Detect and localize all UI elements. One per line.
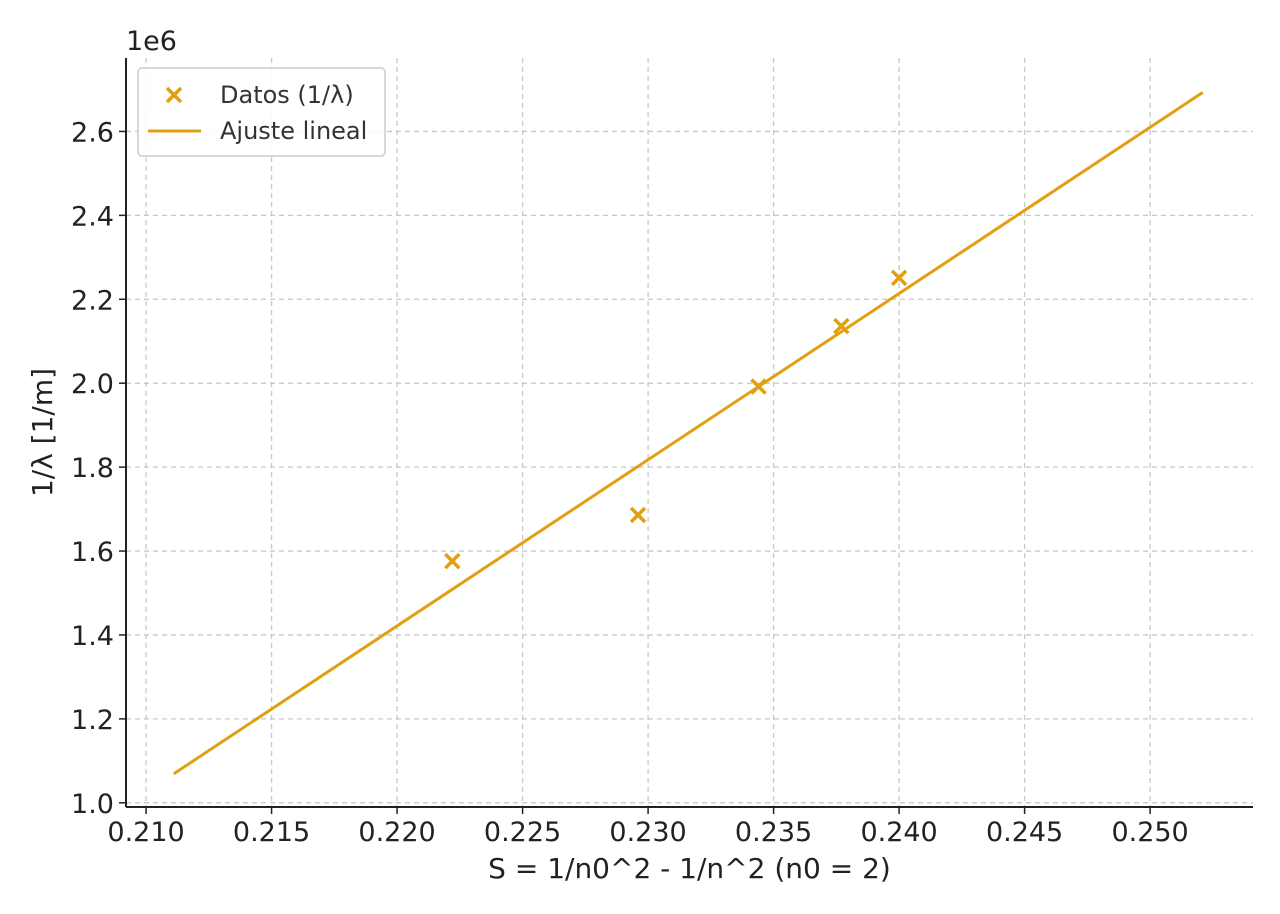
x-tick-label-0: 0.210 <box>107 817 184 848</box>
data-point-4 <box>890 269 908 287</box>
legend-marker-datos <box>165 86 183 104</box>
data-point-4-stroke-b <box>890 269 908 287</box>
legend-box <box>137 67 386 157</box>
y-tick-label-3: 1.6 <box>71 537 114 568</box>
y-ticks: 1.0 1.2 1.4 1.6 1.8 2.0 2.2 2.4 2.6 <box>71 117 126 820</box>
y-tick-label-4: 1.8 <box>71 453 114 484</box>
x-tick-label-1: 0.215 <box>233 817 310 848</box>
y-scale-label: 1e6 <box>126 26 177 57</box>
y-tick-label-1: 1.2 <box>71 705 114 736</box>
fit-line <box>172 91 1204 776</box>
x-tick-label-4: 0.230 <box>609 817 686 848</box>
x-tick-label-5: 0.235 <box>735 817 812 848</box>
grid-lines <box>126 58 1253 807</box>
x-tick-label-3: 0.225 <box>484 817 561 848</box>
data-point-0 <box>444 552 461 570</box>
data-point-3-stroke-b <box>833 317 850 335</box>
x-tick-label-6: 0.240 <box>860 817 937 848</box>
data-point-0-stroke-b <box>444 552 461 570</box>
x-tick-label-8: 0.250 <box>1111 817 1188 848</box>
y-tick-label-8: 2.6 <box>71 117 114 148</box>
y-axis-title: 1/λ [1/m] <box>26 368 59 497</box>
x-tick-label-2: 0.220 <box>358 817 435 848</box>
data-point-1 <box>629 506 647 524</box>
y-tick-label-2: 1.4 <box>71 621 114 652</box>
y-tick-label-7: 2.4 <box>71 201 114 232</box>
data-points-series <box>444 269 908 570</box>
y-tick-label-0: 1.0 <box>71 789 114 820</box>
data-point-3 <box>833 317 850 335</box>
legend-label-datos: Datos (1/λ) <box>220 81 354 109</box>
fit-line-series <box>172 91 1204 776</box>
data-point-2-stroke-b <box>750 378 767 395</box>
x-axis-title: S = 1/n0^2 - 1/n^2 (n0 = 2) <box>488 852 891 885</box>
y-tick-label-5: 2.0 <box>71 369 114 400</box>
y-tick-label-6: 2.2 <box>71 285 114 316</box>
x-ticks: 0.210 0.215 0.220 0.225 0.230 0.235 0.240 0.245… <box>107 807 1189 848</box>
axes <box>125 58 1253 808</box>
legend-marker-stroke-b <box>165 86 183 104</box>
legend-label-ajuste: Ajuste lineal <box>220 117 367 145</box>
data-point-2 <box>750 378 767 395</box>
legend: Datos (1/λ) Ajuste lineal <box>137 67 386 157</box>
data-point-1-stroke-b <box>629 506 647 524</box>
x-tick-label-7: 0.245 <box>986 817 1063 848</box>
